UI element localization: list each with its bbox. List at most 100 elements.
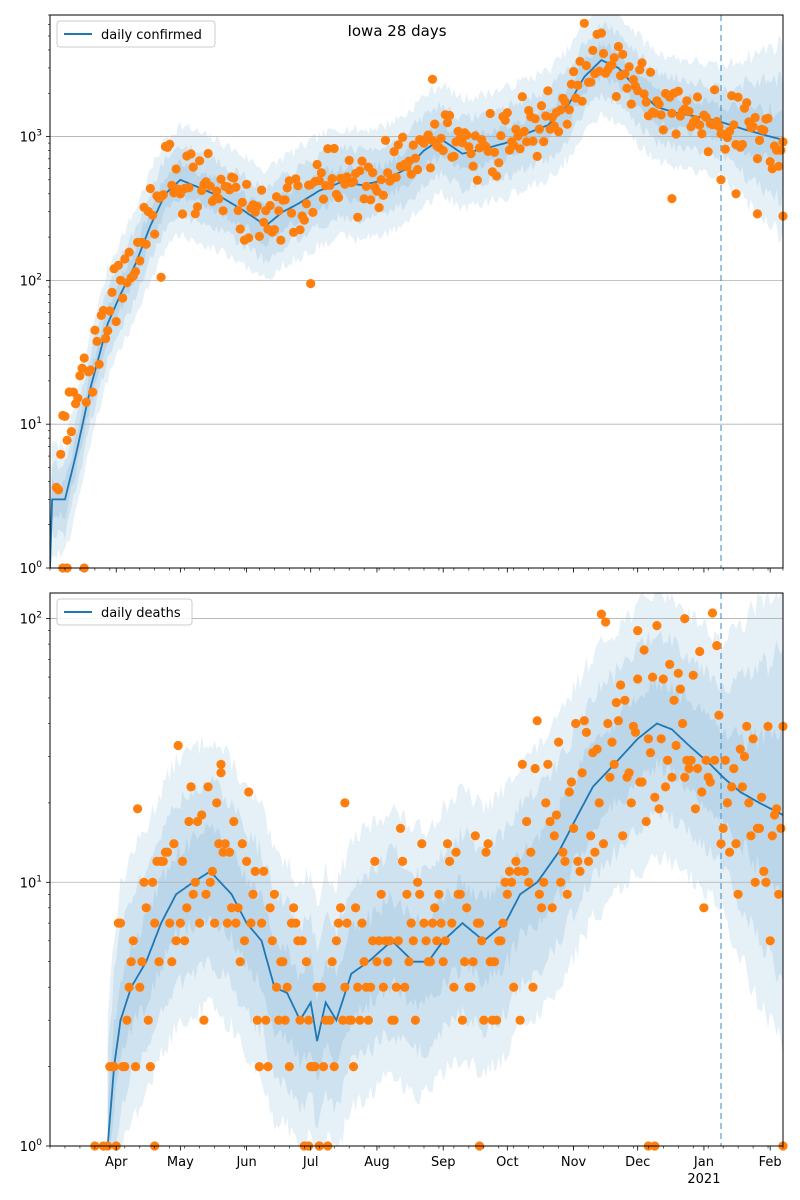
observed-point <box>237 839 247 849</box>
observed-point <box>169 839 179 849</box>
observed-point <box>502 889 512 899</box>
observed-point <box>413 165 423 175</box>
observed-point <box>195 156 205 166</box>
observed-point <box>344 155 354 165</box>
observed-point <box>242 179 252 189</box>
observed-point <box>295 1015 305 1025</box>
observed-point <box>468 161 478 171</box>
observed-point <box>442 839 453 849</box>
observed-point <box>111 316 121 327</box>
observed-point <box>562 889 572 899</box>
observed-point <box>658 125 668 135</box>
observed-point <box>759 125 769 135</box>
observed-point <box>79 353 89 363</box>
observed-point <box>370 856 380 867</box>
observed-point <box>739 751 750 762</box>
observed-point <box>229 816 239 827</box>
observed-point <box>148 210 158 220</box>
observed-point <box>389 1015 399 1025</box>
observed-point <box>509 982 519 992</box>
observed-point <box>318 194 329 204</box>
observed-point <box>710 85 720 95</box>
observed-point <box>284 1062 294 1072</box>
observed-point <box>652 621 662 631</box>
observed-point <box>626 798 636 808</box>
observed-point <box>306 279 316 289</box>
observed-point <box>569 67 579 77</box>
observed-point <box>244 787 254 797</box>
observed-point <box>92 336 102 346</box>
observed-point <box>744 798 754 808</box>
observed-point <box>368 168 378 178</box>
observed-point <box>530 763 540 774</box>
observed-point <box>56 449 66 459</box>
observed-point <box>440 936 450 946</box>
observed-point <box>735 744 745 754</box>
observed-point <box>280 1015 290 1025</box>
observed-point <box>363 1015 373 1025</box>
observed-point <box>598 48 609 59</box>
observed-point <box>135 982 145 992</box>
observed-point <box>528 982 538 992</box>
observed-point <box>680 772 690 782</box>
observed-point <box>205 181 215 191</box>
observed-point <box>624 62 634 72</box>
observed-point <box>276 235 286 245</box>
observed-point <box>203 782 213 792</box>
x-tick-label: Jul <box>302 1155 319 1170</box>
observed-point <box>481 847 491 857</box>
observed-point <box>415 889 425 899</box>
observed-point <box>192 816 203 827</box>
observed-point <box>703 147 713 157</box>
observed-point <box>413 877 423 887</box>
observed-point <box>637 58 647 68</box>
observed-point <box>601 617 611 627</box>
observed-point <box>380 135 391 145</box>
observed-point <box>404 957 414 967</box>
observed-point <box>122 1015 132 1025</box>
observed-point <box>218 206 228 216</box>
observed-point <box>188 162 198 172</box>
observed-point <box>259 866 269 877</box>
observed-point <box>128 936 138 946</box>
observed-point <box>519 126 530 137</box>
uncertainty-band <box>107 593 783 1146</box>
observed-point <box>107 287 117 297</box>
observed-point <box>720 755 730 765</box>
observed-point <box>477 936 487 946</box>
observed-point <box>366 195 376 205</box>
observed-point <box>427 918 438 928</box>
observed-point <box>468 957 478 967</box>
observed-point <box>472 175 482 185</box>
observed-point <box>139 877 149 887</box>
observed-point <box>297 936 307 946</box>
observed-point <box>432 936 442 946</box>
observed-point <box>543 86 553 96</box>
observed-point <box>774 161 784 171</box>
observed-point <box>447 918 457 928</box>
observed-point <box>457 1015 467 1025</box>
observed-point <box>406 918 416 928</box>
observed-point <box>645 67 656 77</box>
observed-point <box>577 768 587 778</box>
x-tick-label: Nov <box>561 1155 587 1170</box>
observed-point <box>618 49 628 60</box>
observed-point <box>366 982 376 992</box>
observed-point <box>577 96 587 106</box>
observed-point <box>154 957 164 967</box>
observed-point <box>772 804 782 814</box>
observed-point <box>357 156 367 166</box>
observed-point <box>492 1015 502 1025</box>
observed-point <box>695 120 705 130</box>
observed-point <box>462 130 472 140</box>
observed-point <box>173 740 183 751</box>
observed-point <box>171 164 181 174</box>
observed-point <box>483 839 493 849</box>
confirmed-panel: 100 101 102 103 Iowa 28 days daily confirme… <box>20 14 788 577</box>
observed-point <box>248 889 258 899</box>
observed-point <box>620 69 630 79</box>
observed-point <box>746 831 756 841</box>
observed-point <box>103 326 113 336</box>
observed-point <box>607 737 617 747</box>
x-tick-label: Sep <box>431 1155 456 1170</box>
